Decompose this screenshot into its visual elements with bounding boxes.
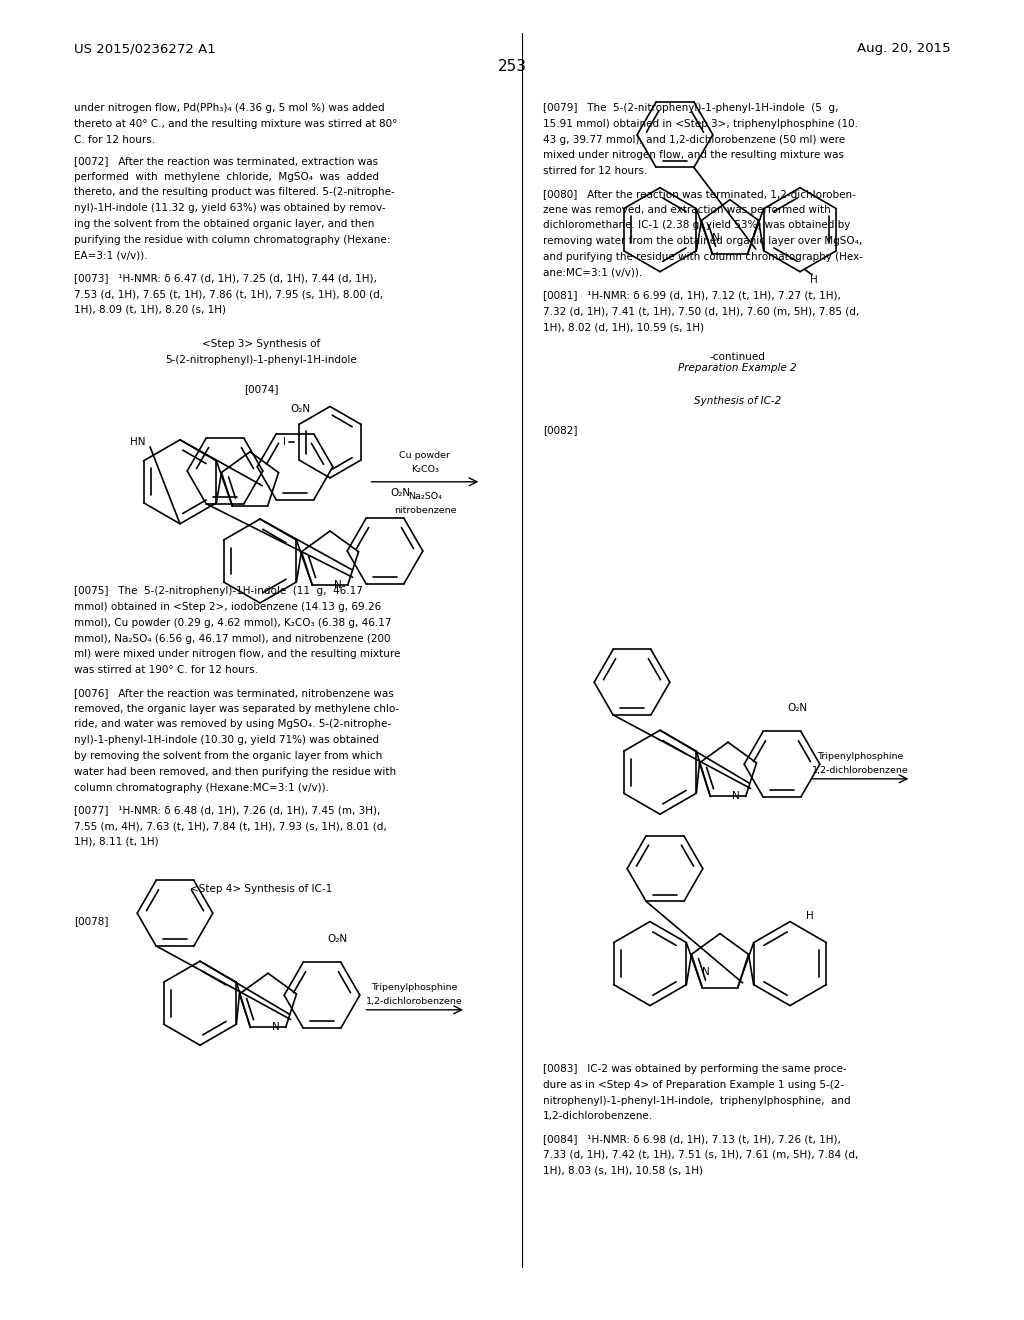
Text: O₂N: O₂N — [786, 704, 807, 713]
Text: [0081]   ¹H-NMR: δ 6.99 (d, 1H), 7.12 (t, 1H), 7.27 (t, 1H),: [0081] ¹H-NMR: δ 6.99 (d, 1H), 7.12 (t, … — [543, 290, 841, 301]
Text: [0073]   ¹H-NMR: δ 6.47 (d, 1H), 7.25 (d, 1H), 7.44 (d, 1H),: [0073] ¹H-NMR: δ 6.47 (d, 1H), 7.25 (d, … — [74, 273, 377, 284]
Text: ride, and water was removed by using MgSO₄. 5-(2-nitrophe-: ride, and water was removed by using MgS… — [74, 719, 391, 730]
Text: was stirred at 190° C. for 12 hours.: was stirred at 190° C. for 12 hours. — [74, 665, 258, 676]
Text: Preparation Example 2: Preparation Example 2 — [678, 363, 797, 374]
Text: EA=3:1 (v/v)).: EA=3:1 (v/v)). — [74, 251, 147, 261]
Text: K₂CO₃: K₂CO₃ — [411, 466, 439, 474]
Text: 1H), 8.09 (t, 1H), 8.20 (s, 1H): 1H), 8.09 (t, 1H), 8.20 (s, 1H) — [74, 305, 225, 315]
Text: 1,2-dichlorobenzene.: 1,2-dichlorobenzene. — [543, 1111, 653, 1122]
Text: Na₂SO₄: Na₂SO₄ — [408, 492, 442, 500]
Text: N: N — [702, 966, 710, 977]
Text: Aug. 20, 2015: Aug. 20, 2015 — [857, 42, 950, 55]
Text: mmol), Cu powder (0.29 g, 4.62 mmol), K₂CO₃ (6.38 g, 46.17: mmol), Cu powder (0.29 g, 4.62 mmol), K₂… — [74, 618, 391, 628]
Text: by removing the solvent from the organic layer from which: by removing the solvent from the organic… — [74, 751, 382, 762]
Text: O₂N: O₂N — [327, 935, 347, 944]
Text: O₂N: O₂N — [290, 404, 310, 413]
Text: 253: 253 — [498, 59, 526, 74]
Text: [0080]   After the reaction was terminated, 1,2-dichloroben-: [0080] After the reaction was terminated… — [543, 189, 856, 199]
Text: [0076]   After the reaction was terminated, nitrobenzene was: [0076] After the reaction was terminated… — [74, 688, 393, 698]
Text: stirred for 12 hours.: stirred for 12 hours. — [543, 166, 647, 177]
Text: [0083]   IC-2 was obtained by performing the same proce-: [0083] IC-2 was obtained by performing t… — [543, 1064, 847, 1074]
Text: 1H), 8.02 (d, 1H), 10.59 (s, 1H): 1H), 8.02 (d, 1H), 10.59 (s, 1H) — [543, 322, 703, 333]
Text: thereto at 40° C., and the resulting mixture was stirred at 80°: thereto at 40° C., and the resulting mix… — [74, 119, 397, 129]
Text: [0082]: [0082] — [543, 425, 578, 436]
Text: I: I — [284, 437, 287, 447]
Text: nyl)-1H-indole (11.32 g, yield 63%) was obtained by remov-: nyl)-1H-indole (11.32 g, yield 63%) was … — [74, 203, 385, 214]
Text: H: H — [806, 911, 814, 920]
Text: ane:MC=3:1 (v/v)).: ane:MC=3:1 (v/v)). — [543, 268, 642, 279]
Text: mmol) obtained in <Step 2>, iodobenzene (14.13 g, 69.26: mmol) obtained in <Step 2>, iodobenzene … — [74, 602, 381, 612]
Text: removed, the organic layer was separated by methylene chlo-: removed, the organic layer was separated… — [74, 704, 399, 714]
Text: 7.55 (m, 4H), 7.63 (t, 1H), 7.84 (t, 1H), 7.93 (s, 1H), 8.01 (d,: 7.55 (m, 4H), 7.63 (t, 1H), 7.84 (t, 1H)… — [74, 821, 386, 832]
Text: removing water from the obtained organic layer over MgSO₄,: removing water from the obtained organic… — [543, 236, 862, 247]
Text: column chromatography (Hexane:MC=3:1 (v/v)).: column chromatography (Hexane:MC=3:1 (v/… — [74, 783, 329, 793]
Text: dure as in <Step 4> of Preparation Example 1 using 5-(2-: dure as in <Step 4> of Preparation Examp… — [543, 1080, 844, 1090]
Text: O₂N: O₂N — [390, 488, 410, 498]
Text: 1,2-dichlorobenzene: 1,2-dichlorobenzene — [812, 767, 908, 775]
Text: nitrophenyl)-1-phenyl-1H-indole,  triphenylphosphine,  and: nitrophenyl)-1-phenyl-1H-indole, triphen… — [543, 1096, 850, 1106]
Text: under nitrogen flow, Pd(PPh₃)₄ (4.36 g, 5 mol %) was added: under nitrogen flow, Pd(PPh₃)₄ (4.36 g, … — [74, 103, 384, 114]
Text: N: N — [712, 232, 720, 243]
Text: [0084]   ¹H-NMR: δ 6.98 (d, 1H), 7.13 (t, 1H), 7.26 (t, 1H),: [0084] ¹H-NMR: δ 6.98 (d, 1H), 7.13 (t, … — [543, 1134, 841, 1144]
Text: thereto, and the resulting product was filtered. 5-(2-nitrophe-: thereto, and the resulting product was f… — [74, 187, 394, 198]
Text: US 2015/0236272 A1: US 2015/0236272 A1 — [74, 42, 215, 55]
Text: [0072]   After the reaction was terminated, extraction was: [0072] After the reaction was terminated… — [74, 156, 378, 166]
Text: 5-(2-nitrophenyl)-1-phenyl-1H-indole: 5-(2-nitrophenyl)-1-phenyl-1H-indole — [165, 355, 357, 366]
Text: Tripenylphosphine: Tripenylphosphine — [372, 983, 458, 991]
Text: 7.53 (d, 1H), 7.65 (t, 1H), 7.86 (t, 1H), 7.95 (s, 1H), 8.00 (d,: 7.53 (d, 1H), 7.65 (t, 1H), 7.86 (t, 1H)… — [74, 289, 383, 300]
Text: Cu powder: Cu powder — [399, 451, 451, 459]
Text: <Step 3> Synthesis of: <Step 3> Synthesis of — [202, 339, 321, 350]
Text: zene was removed, and extraction was performed with: zene was removed, and extraction was per… — [543, 205, 830, 215]
Text: N: N — [334, 581, 342, 590]
Text: <Step 4> Synthesis of IC-1: <Step 4> Synthesis of IC-1 — [190, 884, 332, 895]
Text: -continued: -continued — [710, 352, 765, 363]
Text: HN: HN — [130, 437, 145, 446]
Text: water had been removed, and then purifying the residue with: water had been removed, and then purifyi… — [74, 767, 396, 777]
Text: 7.33 (d, 1H), 7.42 (t, 1H), 7.51 (s, 1H), 7.61 (m, 5H), 7.84 (d,: 7.33 (d, 1H), 7.42 (t, 1H), 7.51 (s, 1H)… — [543, 1150, 858, 1160]
Text: purifying the residue with column chromatography (Hexane:: purifying the residue with column chroma… — [74, 235, 390, 246]
Text: nyl)-1-phenyl-1H-indole (10.30 g, yield 71%) was obtained: nyl)-1-phenyl-1H-indole (10.30 g, yield … — [74, 735, 379, 746]
Text: [0078]: [0078] — [74, 916, 109, 927]
Text: Tripenylphosphine: Tripenylphosphine — [817, 752, 903, 760]
Text: and purifying the residue with column chromatography (Hex-: and purifying the residue with column ch… — [543, 252, 862, 263]
Text: ml) were mixed under nitrogen flow, and the resulting mixture: ml) were mixed under nitrogen flow, and … — [74, 649, 400, 660]
Text: 7.32 (d, 1H), 7.41 (t, 1H), 7.50 (d, 1H), 7.60 (m, 5H), 7.85 (d,: 7.32 (d, 1H), 7.41 (t, 1H), 7.50 (d, 1H)… — [543, 306, 859, 317]
Text: 1H), 8.03 (s, 1H), 10.58 (s, 1H): 1H), 8.03 (s, 1H), 10.58 (s, 1H) — [543, 1166, 702, 1176]
Text: [0079]   The  5-(2-nitrophenyl)-1-phenyl-1H-indole  (5  g,: [0079] The 5-(2-nitrophenyl)-1-phenyl-1H… — [543, 103, 838, 114]
Text: 43 g, 39.77 mmol), and 1,2-dichlorobenzene (50 ml) were: 43 g, 39.77 mmol), and 1,2-dichlorobenze… — [543, 135, 845, 145]
Text: mmol), Na₂SO₄ (6.56 g, 46.17 mmol), and nitrobenzene (200: mmol), Na₂SO₄ (6.56 g, 46.17 mmol), and … — [74, 634, 390, 644]
Text: ing the solvent from the obtained organic layer, and then: ing the solvent from the obtained organi… — [74, 219, 374, 230]
Text: [0075]   The  5-(2-nitrophenyl)-1H-indole  (11  g,  46.17: [0075] The 5-(2-nitrophenyl)-1H-indole (… — [74, 586, 362, 597]
Text: C. for 12 hours.: C. for 12 hours. — [74, 135, 155, 145]
Text: 1H), 8.11 (t, 1H): 1H), 8.11 (t, 1H) — [74, 837, 159, 847]
Text: mixed under nitrogen flow, and the resulting mixture was: mixed under nitrogen flow, and the resul… — [543, 150, 844, 161]
Text: 1,2-dichlorobenzene: 1,2-dichlorobenzene — [367, 998, 463, 1006]
Text: N: N — [732, 792, 739, 801]
Text: N: N — [271, 1023, 280, 1032]
Text: [0077]   ¹H-NMR: δ 6.48 (d, 1H), 7.26 (d, 1H), 7.45 (m, 3H),: [0077] ¹H-NMR: δ 6.48 (d, 1H), 7.26 (d, … — [74, 805, 380, 816]
Text: H: H — [810, 275, 818, 285]
Text: nitrobenzene: nitrobenzene — [393, 507, 457, 515]
Text: 15.91 mmol) obtained in <Step 3>, triphenylphosphine (10.: 15.91 mmol) obtained in <Step 3>, triphe… — [543, 119, 858, 129]
Text: performed  with  methylene  chloride,  MgSO₄  was  added: performed with methylene chloride, MgSO₄… — [74, 172, 379, 182]
Text: Synthesis of IC-2: Synthesis of IC-2 — [693, 396, 781, 407]
Text: dichloromethane. IC-1 (2.38 g, yield 53%) was obtained by: dichloromethane. IC-1 (2.38 g, yield 53%… — [543, 220, 850, 231]
Text: [0074]: [0074] — [244, 384, 279, 395]
